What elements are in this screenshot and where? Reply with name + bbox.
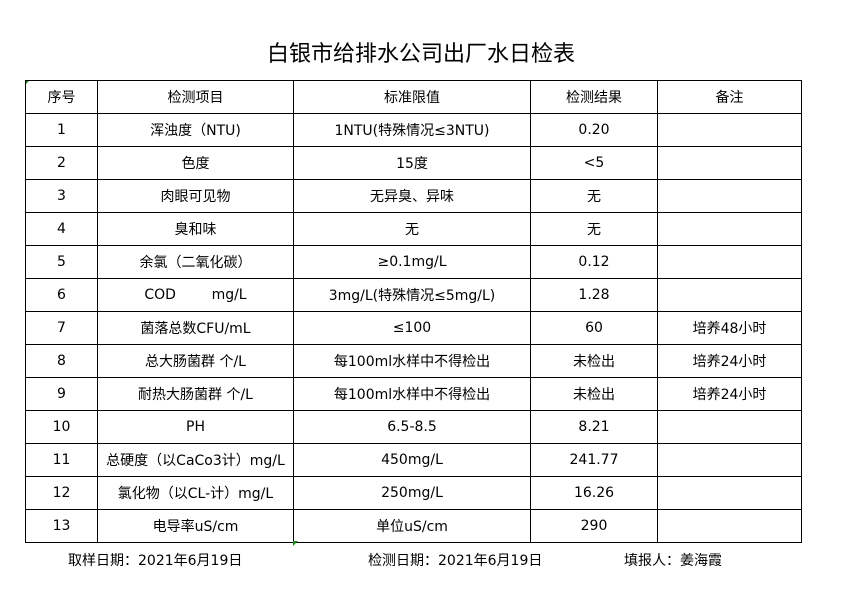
table-cell[interactable]: 16.26 (530, 476, 658, 510)
table-cell[interactable] (657, 212, 802, 246)
header-cell[interactable]: 备注 (657, 80, 802, 114)
table-cell[interactable]: 色度 (97, 146, 294, 180)
table-cell[interactable]: 未检出 (530, 344, 658, 378)
table-cell[interactable]: 培养48小时 (657, 311, 802, 345)
table-cell[interactable] (657, 476, 802, 510)
sheet-title: 白银市给排水公司出厂水日检表 (266, 42, 575, 67)
table-cell[interactable]: 8.21 (530, 410, 658, 444)
table-cell[interactable]: 60 (530, 311, 658, 345)
table-cell[interactable]: 0.12 (530, 245, 658, 279)
table-cell[interactable]: 臭和味 (97, 212, 294, 246)
table-cell[interactable]: 7 (25, 311, 98, 345)
table-cell[interactable]: 总硬度（以CaCo3计）mg/L (97, 443, 294, 477)
table-cell[interactable]: 耐热大肠菌群 个/L (97, 377, 294, 411)
table-cell[interactable]: 290 (530, 509, 658, 543)
table-row: 8 总大肠菌群 个/L 每100ml水样中不得检出 未检出 培养24小时 (25, 344, 802, 378)
table-row: 2 色度 15度 <5 (25, 146, 802, 180)
table-cell[interactable]: 9 (25, 377, 98, 411)
table-cell[interactable]: 1NTU(特殊情况≤3NTU) (293, 113, 531, 147)
table-cell[interactable]: 12 (25, 476, 98, 510)
table-cell[interactable] (657, 278, 802, 312)
table-cell[interactable]: 6 (25, 278, 98, 312)
table-row: 1 浑浊度（NTU) 1NTU(特殊情况≤3NTU) 0.20 (25, 113, 802, 147)
table-cell[interactable]: 0.20 (530, 113, 658, 147)
inspection-table: 序号 检测项目 标准限值 检测结果 备注 1 浑浊度（NTU) 1NTU(特殊情况≤… (25, 80, 802, 543)
table-cell[interactable]: 菌落总数CFU/mL (97, 311, 294, 345)
table-cell[interactable]: 每100ml水样中不得检出 (293, 377, 531, 411)
table-row: 7 菌落总数CFU/mL ≤100 60 培养48小时 (25, 311, 802, 345)
table-cell[interactable] (657, 443, 802, 477)
table-cell[interactable]: ≤100 (293, 311, 531, 345)
table-cell[interactable]: ≥0.1mg/L (293, 245, 531, 279)
table-cell[interactable] (657, 410, 802, 444)
table-cell[interactable]: 241.77 (530, 443, 658, 477)
table-row: 5 余氯（二氧化碳） ≥0.1mg/L 0.12 (25, 245, 802, 279)
table-cell[interactable]: 总大肠菌群 个/L (97, 344, 294, 378)
table-cell[interactable]: 3 (25, 179, 98, 213)
table-cell[interactable]: 浑浊度（NTU) (97, 113, 294, 147)
table-cell[interactable]: 11 (25, 443, 98, 477)
reporter: 填报人：姜海霞 (624, 553, 722, 569)
table-cell[interactable] (657, 113, 802, 147)
table-cell[interactable]: 15度 (293, 146, 531, 180)
table-cell[interactable]: COD mg/L (97, 278, 294, 312)
table-cell[interactable]: 10 (25, 410, 98, 444)
table-cell[interactable]: 1.28 (530, 278, 658, 312)
table-row: 6 COD mg/L 3mg/L(特殊情况≤5mg/L) 1.28 (25, 278, 802, 312)
table-cell[interactable]: PH (97, 410, 294, 444)
table-cell[interactable]: 单位uS/cm (293, 509, 531, 543)
table-cell[interactable]: 无 (530, 212, 658, 246)
test-date: 检测日期：2021年6月19日 (368, 553, 543, 569)
table-cell[interactable]: 未检出 (530, 377, 658, 411)
table-cell[interactable]: 2 (25, 146, 98, 180)
table-cell[interactable]: 氯化物（以CL-计）mg/L (97, 476, 294, 510)
table-cell[interactable]: 4 (25, 212, 98, 246)
table-cell[interactable]: 13 (25, 509, 98, 543)
header-row: 序号 检测项目 标准限值 检测结果 备注 (25, 80, 802, 114)
table-cell[interactable]: 无 (293, 212, 531, 246)
sampling-date: 取样日期：2021年6月19日 (68, 553, 243, 569)
table-cell[interactable] (657, 245, 802, 279)
table-cell[interactable]: 1 (25, 113, 98, 147)
table-cell[interactable] (657, 509, 802, 543)
table-cell[interactable]: 培养24小时 (657, 344, 802, 378)
table-row: 11 总硬度（以CaCo3计）mg/L 450mg/L 241.77 (25, 443, 802, 477)
table-cell[interactable]: 250mg/L (293, 476, 531, 510)
table-row: 12 氯化物（以CL-计）mg/L 250mg/L 16.26 (25, 476, 802, 510)
table-cell[interactable]: 肉眼可见物 (97, 179, 294, 213)
cell-comment-marker (293, 541, 298, 546)
table-row: 13 电导率uS/cm 单位uS/cm 290 (25, 509, 802, 543)
table-cell[interactable]: 450mg/L (293, 443, 531, 477)
table-cell[interactable]: 6.5-8.5 (293, 410, 531, 444)
table-cell[interactable]: 3mg/L(特殊情况≤5mg/L) (293, 278, 531, 312)
table-cell[interactable]: <5 (530, 146, 658, 180)
table-cell[interactable]: 无异臭、异味 (293, 179, 531, 213)
table-cell[interactable]: 电导率uS/cm (97, 509, 294, 543)
table-row: 9 耐热大肠菌群 个/L 每100ml水样中不得检出 未检出 培养24小时 (25, 377, 802, 411)
table-row: 3 肉眼可见物 无异臭、异味无 (25, 179, 802, 213)
table-cell[interactable]: 余氯（二氧化碳） (97, 245, 294, 279)
header-cell[interactable]: 标准限值 (293, 80, 531, 114)
header-cell[interactable]: 序号 (25, 80, 98, 114)
table-cell[interactable]: 培养24小时 (657, 377, 802, 411)
table-cell[interactable]: 5 (25, 245, 98, 279)
table-cell[interactable] (657, 179, 802, 213)
table-cell[interactable] (657, 146, 802, 180)
header-cell[interactable]: 检测结果 (530, 80, 658, 114)
header-cell[interactable]: 检测项目 (97, 80, 294, 114)
table-cell[interactable]: 8 (25, 344, 98, 378)
table-row: 4 臭和味无无 (25, 212, 802, 246)
table-cell[interactable]: 每100ml水样中不得检出 (293, 344, 531, 378)
table-cell[interactable]: 无 (530, 179, 658, 213)
table-row: 10 PH 6.5-8.5 8.21 (25, 410, 802, 444)
